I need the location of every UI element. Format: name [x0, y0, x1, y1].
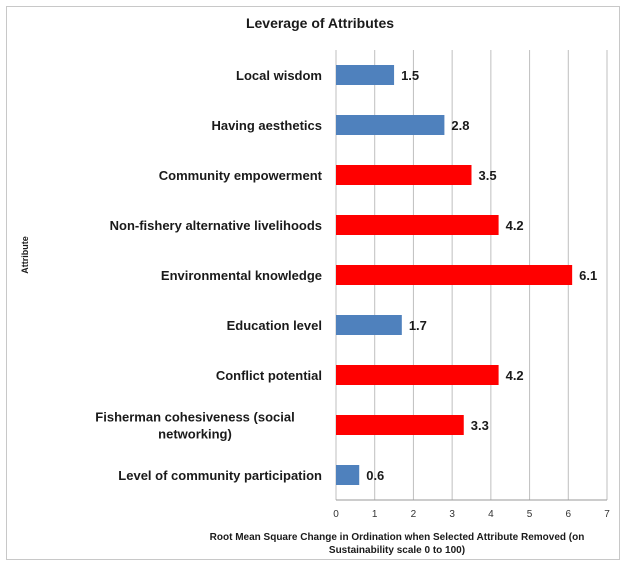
value-label: 4.2	[506, 218, 524, 233]
category-label: Level of community participation	[118, 468, 322, 483]
chart-title: Leverage of Attributes	[246, 15, 394, 31]
bar-3	[336, 215, 499, 235]
x-tick-label: 4	[488, 509, 494, 520]
bar-6	[336, 365, 499, 385]
value-label: 3.3	[471, 418, 489, 433]
bar-2	[336, 165, 472, 185]
x-axis-title: Sustainability scale 0 to 100)	[329, 545, 465, 556]
category-label: Fisherman cohesiveness (social	[95, 410, 294, 425]
value-label: 1.7	[409, 318, 427, 333]
bar-4	[336, 265, 573, 285]
bar-0	[336, 65, 395, 85]
x-tick-label: 3	[449, 509, 455, 520]
x-tick-label: 5	[527, 509, 533, 520]
bar-5	[336, 315, 402, 335]
category-label: Environmental knowledge	[161, 268, 322, 283]
value-label: 3.5	[479, 168, 497, 183]
x-tick-label: 6	[566, 509, 572, 520]
x-tick-label: 7	[604, 509, 610, 520]
value-label: 2.8	[451, 118, 469, 133]
category-label: Community empowerment	[159, 168, 323, 183]
y-axis-title: Attribute	[20, 236, 30, 274]
x-tick-label: 1	[372, 509, 378, 520]
bar-8	[336, 465, 360, 485]
value-label: 4.2	[506, 368, 524, 383]
value-label: 1.5	[401, 68, 419, 83]
bar-1	[336, 115, 445, 135]
category-label: Local wisdom	[236, 68, 322, 83]
value-label: 0.6	[366, 468, 384, 483]
value-label: 6.1	[579, 268, 597, 283]
x-tick-label: 2	[411, 509, 417, 520]
x-axis-title: Root Mean Square Change in Ordination wh…	[210, 532, 585, 543]
category-label: Non-fishery alternative livelihoods	[110, 218, 322, 233]
category-label: Education level	[227, 318, 322, 333]
category-label: Conflict potential	[216, 368, 322, 383]
category-label: Having aesthetics	[211, 118, 322, 133]
bar-7	[336, 415, 464, 435]
category-label: networking)	[158, 427, 232, 442]
x-tick-label: 0	[333, 509, 339, 520]
